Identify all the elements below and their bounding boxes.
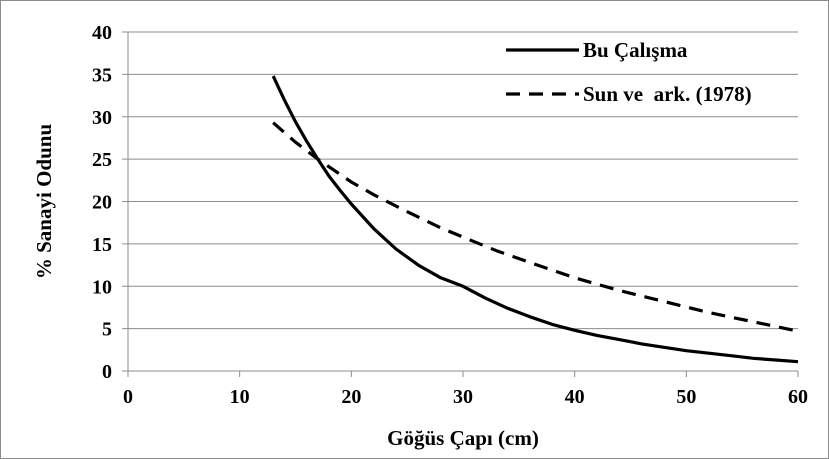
x-tick-label-30: 30 xyxy=(453,386,473,408)
y-tick-label-30: 30 xyxy=(92,107,112,129)
legend-label-bu-calisma: Bu Çalışma xyxy=(583,38,688,62)
y-tick-labels: 0 5 10 15 20 25 30 35 40 xyxy=(92,22,112,383)
y-tick-label-35: 35 xyxy=(92,64,112,86)
y-axis-title: % Sanayi Odunu xyxy=(32,124,56,280)
x-tick-label-40: 40 xyxy=(565,386,585,408)
y-tick-label-25: 25 xyxy=(92,149,112,171)
x-axis-title: Göğüs Çapı (cm) xyxy=(387,426,539,450)
x-tick-labels: 0 10 20 30 40 50 60 xyxy=(123,386,808,408)
y-tick-label-0: 0 xyxy=(102,361,112,383)
series-line-0 xyxy=(271,75,799,364)
x-tick-label-10: 10 xyxy=(230,386,250,408)
series-line-1 xyxy=(272,121,799,333)
x-tick-label-50: 50 xyxy=(676,386,696,408)
x-tick-label-20: 20 xyxy=(341,386,361,408)
y-tick-label-20: 20 xyxy=(92,192,112,214)
axes xyxy=(122,31,799,377)
legend-label-sun-ve-ark: Sun ve ark. (1978) xyxy=(583,82,752,106)
gridlines xyxy=(128,31,798,330)
x-tick-label-0: 0 xyxy=(123,386,133,408)
y-tick-label-15: 15 xyxy=(92,234,112,256)
x-tick-label-60: 60 xyxy=(788,386,808,408)
y-tick-label-10: 10 xyxy=(92,276,112,298)
y-tick-label-40: 40 xyxy=(92,22,112,44)
legend: Bu Çalışma Sun ve ark. (1978) xyxy=(506,38,752,106)
series-lines xyxy=(271,75,799,364)
y-tick-label-5: 5 xyxy=(102,319,112,341)
